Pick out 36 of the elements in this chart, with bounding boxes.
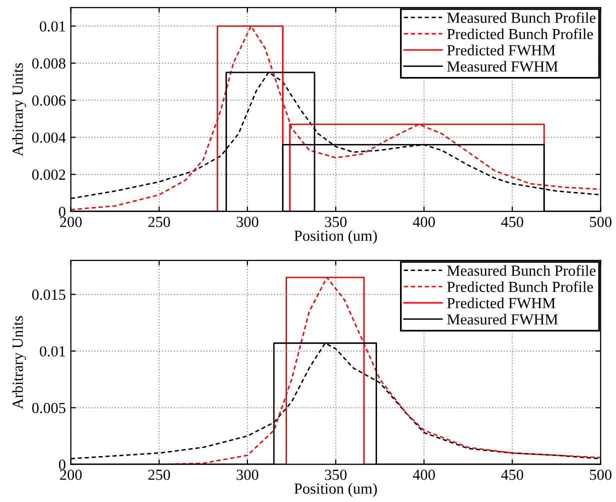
y-tick-label: 0.005 (32, 402, 66, 414)
y-tick-label: 0.006 (32, 95, 66, 106)
x-tick-label: 300 (236, 216, 258, 228)
x-tick-label: 400 (412, 216, 435, 228)
x-tick-label: 500 (590, 470, 612, 480)
legend-label: Measured FWHM (447, 60, 558, 72)
y-tick-label: 0.004 (32, 132, 66, 143)
x-tick-label: 250 (148, 470, 170, 480)
x-tick-label: 450 (501, 470, 524, 480)
x-axis-title: Position (um) (294, 483, 377, 497)
legend-label: Measured Bunch Profile (447, 12, 596, 23)
x-axis-title: Position (um) (294, 230, 377, 244)
y-tick-label: 0.002 (32, 170, 66, 180)
legend-label: Predicted Bunch Profile (447, 281, 593, 292)
y-tick-label: 0.015 (32, 290, 66, 300)
y-axis-title: Arbitrary Units (12, 316, 26, 410)
x-tick-label: 400 (412, 470, 435, 480)
x-tick-label: 350 (324, 470, 347, 480)
x-tick-label: 450 (501, 216, 524, 228)
x-tick-label: 350 (324, 216, 347, 228)
y-tick-label: 0 (58, 206, 66, 217)
x-tick-label: 250 (148, 216, 170, 228)
y-tick-label: 0.01 (40, 346, 66, 357)
x-tick-label: 200 (60, 470, 82, 480)
x-tick-label: 300 (236, 470, 258, 480)
legend-label: Measured Bunch Profile (447, 264, 596, 276)
legend-label: Predicted FWHM (447, 298, 556, 308)
y-axis-title: Arbitrary Units (12, 63, 26, 156)
x-tick-label: 200 (60, 216, 82, 228)
x-tick-label: 500 (590, 216, 612, 228)
y-tick-label: 0 (58, 459, 66, 470)
legend-label: Predicted Bunch Profile (447, 28, 593, 40)
legend-label: Predicted FWHM (447, 44, 556, 56)
y-tick-label: 0.008 (32, 58, 66, 69)
y-tick-label: 0.01 (40, 21, 66, 32)
legend-label: Measured FWHM (447, 314, 558, 325)
